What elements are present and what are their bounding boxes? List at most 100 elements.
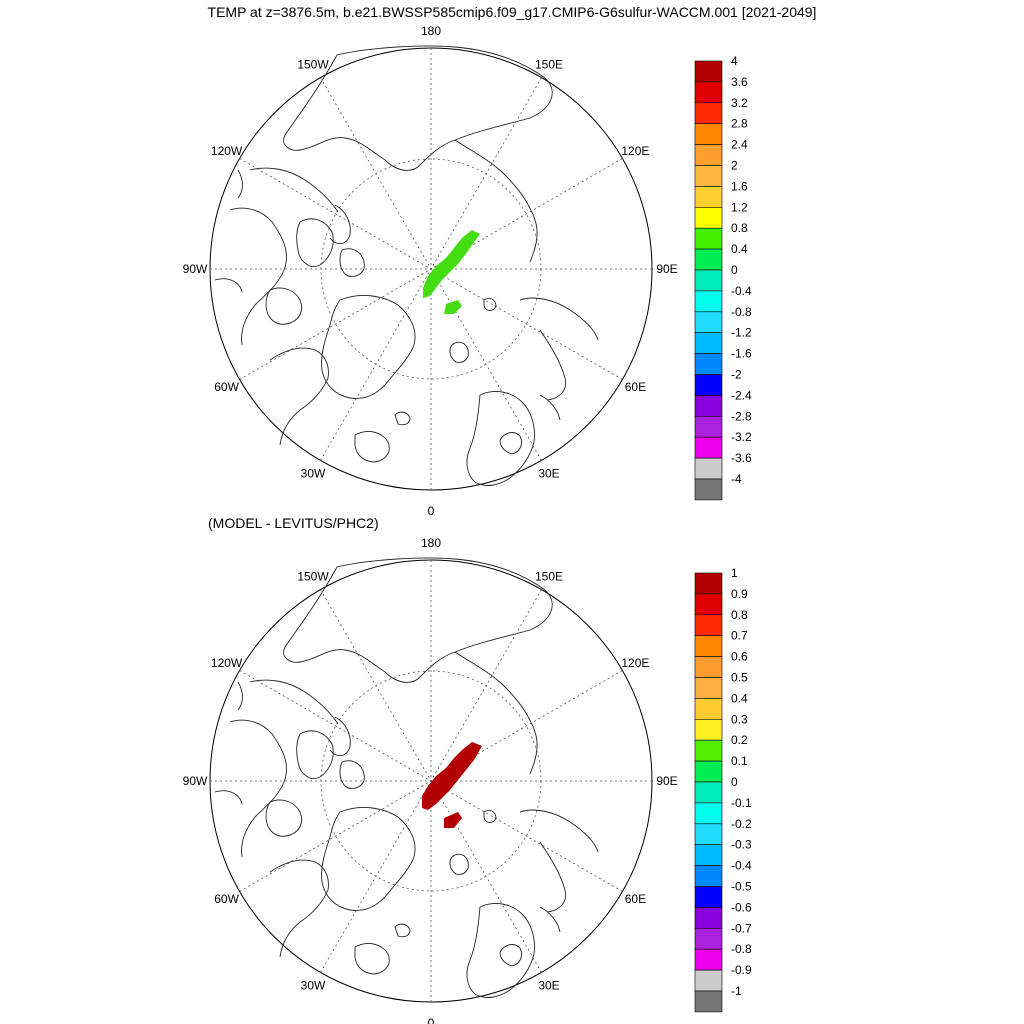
top-lon-label: 30E: [538, 466, 559, 480]
panel-subtitle: (MODEL - LEVITUS/PHC2): [208, 515, 379, 531]
top-colorbar-label: -1.6: [731, 347, 752, 361]
top-colorbar-box: [694, 436, 723, 459]
bottom-colorbar-box: [694, 781, 723, 804]
bottom-colorbar-box: [694, 656, 723, 678]
top-colorbar-box: [694, 227, 723, 250]
top-lon-label: 90E: [656, 262, 677, 276]
top-graticule: [210, 48, 652, 490]
top-colorbar-box: [694, 186, 723, 208]
bottom-colorbar-box: [694, 990, 723, 1013]
bottom-colorbar-label: -0.9: [731, 963, 752, 977]
top-colorbar-label: 2: [731, 159, 738, 173]
top-colorbar-box: [694, 144, 723, 166]
longitude-labels: 180 150E 120E 90E 60E 30E 0 30W 60W 90W 120W 150W 18…: [183, 24, 678, 1024]
top-colorbar-box: [694, 374, 723, 396]
top-colorbar-box: [694, 123, 723, 145]
bottom-colorbar-label: 0.6: [731, 650, 748, 664]
figure-title: TEMP at z=3876.5m, b.e21.BWSSP585cmip6.f…: [207, 4, 817, 20]
bottom-lon-label: 120E: [621, 656, 649, 670]
top-colorbar-box: [694, 248, 723, 271]
top-colorbar-box: [694, 165, 723, 187]
top-colorbar-label: 3.6: [731, 75, 748, 89]
bottom-colorbar-box: [694, 614, 723, 636]
top-colorbar-label: -4: [731, 472, 742, 486]
bottom-colorbar-label: -0.1: [731, 796, 752, 810]
bottom-colorbar-label: 0.5: [731, 671, 748, 685]
top-colorbar-label: -3.2: [731, 430, 752, 444]
colorbars: 4 3.6 3.2 2.8 2.4 2 1.6 1.2 0.8 0.4 0 -0.4 -0.8 -1.2 -…: [694, 54, 752, 1013]
bottom-colorbar-box: [694, 823, 723, 845]
bottom-lon-label: 60W: [214, 892, 239, 906]
top-colorbar-box: [694, 102, 723, 125]
bottom-colorbar-label: -0.5: [731, 880, 752, 894]
top-lon-label: 30W: [301, 466, 326, 480]
bottom-colorbar-box: [694, 948, 723, 971]
top-colorbar-box: [694, 290, 723, 313]
top-colorbar-label: 3.2: [731, 96, 748, 110]
bottom-colorbar-label: -0.7: [731, 921, 752, 935]
bottom-colorbar-label: -0.4: [731, 859, 752, 873]
top-colorbar-box: [694, 269, 723, 292]
bottom-colorbar-box: [694, 677, 723, 699]
bottom-colorbar-label: -0.2: [731, 817, 752, 831]
top-colorbar-label: -2.8: [731, 409, 752, 423]
bottom-colorbar-box: [694, 593, 723, 616]
top-colorbar-box: [694, 395, 723, 417]
top-lon-label: 90W: [183, 262, 208, 276]
bottom-colorbar-label: 0: [731, 775, 738, 789]
top-colorbar-box: [694, 457, 723, 480]
bottom-colorbar-label: 0.1: [731, 754, 748, 768]
top-colorbar-box: [694, 332, 723, 354]
bottom-colorbar-label: 0.2: [731, 733, 748, 747]
top-lon-label: 150E: [535, 58, 563, 72]
bottom-lon-label: 90W: [183, 774, 208, 788]
bottom-colorbar-box: [694, 698, 723, 720]
bottom-colorbar-box: [694, 739, 723, 762]
top-colorbar-box: [694, 478, 723, 501]
top-colorbar-label: 0.8: [731, 221, 748, 235]
top-lon-label: 120E: [621, 144, 649, 158]
bottom-colorbar-box: [694, 969, 723, 992]
top-colorbar-label: 4: [731, 54, 738, 68]
top-colorbar-label: -2: [731, 368, 742, 382]
bottom-lon-label: 180: [421, 536, 441, 550]
top-colorbar-box: [694, 60, 723, 83]
bottom-colorbar-box: [694, 927, 723, 950]
top-map-panel: [209, 45, 653, 491]
bottom-colorbar-label: 0.8: [731, 608, 748, 622]
bottom-colorbar-box: [694, 886, 723, 908]
bottom-lon-label: 90E: [656, 774, 677, 788]
bottom-anomaly-region: [422, 742, 482, 828]
bottom-colorbar-box: [694, 802, 723, 825]
top-colorbar-label: -1.2: [731, 326, 752, 340]
bottom-lon-label: 0: [428, 1016, 435, 1024]
bottom-lon-label: 150E: [535, 570, 563, 584]
bottom-lon-label: 150W: [297, 570, 329, 584]
bottom-colorbar-box: [694, 718, 723, 741]
bottom-colorbar-label: -0.6: [731, 900, 752, 914]
top-lon-label: 150W: [297, 58, 329, 72]
bottom-lon-label: 120W: [211, 656, 243, 670]
bottom-graticule: [210, 560, 652, 1002]
top-colorbar-label: 1.6: [731, 179, 748, 193]
top-colorbar-label: -0.8: [731, 305, 752, 319]
top-colorbar-box: [694, 415, 723, 438]
top-colorbar-label: -2.4: [731, 388, 752, 402]
top-colorbar-label: 0.4: [731, 242, 748, 256]
top-colorbar-box: [694, 353, 723, 375]
top-colorbar-box: [694, 311, 723, 333]
top-colorbar-label: -0.4: [731, 284, 752, 298]
bottom-lon-label: 60E: [625, 892, 646, 906]
top-lon-label: 180: [421, 24, 441, 38]
top-lon-label: 60W: [214, 380, 239, 394]
bottom-lon-label: 30W: [301, 978, 326, 992]
top-colorbar-box: [694, 207, 723, 229]
bottom-colorbar-box: [694, 907, 723, 929]
top-lon-label: 0: [428, 504, 435, 518]
bottom-colorbar-label: 0.9: [731, 587, 748, 601]
top-colorbar-box: [694, 81, 723, 104]
top-colorbar-label: 2.8: [731, 117, 748, 131]
top-colorbar-label: 1.2: [731, 200, 748, 214]
bottom-colorbar-label: 0.7: [731, 629, 748, 643]
